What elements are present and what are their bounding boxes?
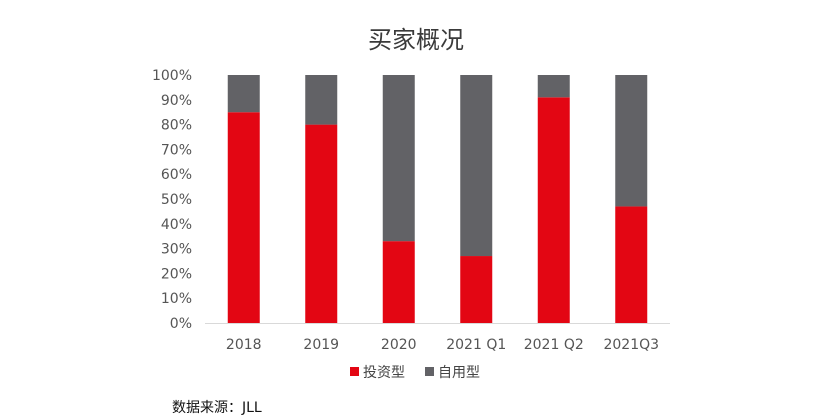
y-tick-label: 10% xyxy=(161,291,192,307)
bars xyxy=(227,75,648,323)
y-tick-label: 50% xyxy=(161,192,192,208)
y-tick-label: 40% xyxy=(161,217,192,233)
bar-investment-3 xyxy=(460,256,493,323)
legend-label-investment: 投资型 xyxy=(363,365,405,381)
legend-swatch-investment xyxy=(350,367,359,376)
legend-label-owner: 自用型 xyxy=(438,365,480,381)
x-category-label: 2021Q3 xyxy=(603,337,659,353)
bar-owner-4 xyxy=(537,75,570,98)
y-tick-label: 90% xyxy=(161,93,192,109)
bar-investment-2 xyxy=(382,241,415,323)
bar-owner-5 xyxy=(615,75,648,207)
bar-owner-1 xyxy=(305,75,338,125)
bar-investment-0 xyxy=(227,112,260,323)
x-axis-labels: 2018 2019 2020 2021 Q1 2021 Q2 2021Q3 xyxy=(226,337,659,353)
x-category-label: 2019 xyxy=(303,337,339,353)
bar-owner-2 xyxy=(382,75,415,242)
x-category-label: 2020 xyxy=(381,337,417,353)
y-tick-label: 30% xyxy=(161,242,192,258)
y-tick-label: 20% xyxy=(161,266,192,282)
x-category-label: 2018 xyxy=(226,337,262,353)
y-tick-label: 70% xyxy=(161,142,192,158)
bar-investment-1 xyxy=(305,124,338,323)
x-category-label: 2021 Q2 xyxy=(524,337,584,353)
y-tick-label: 80% xyxy=(161,118,192,134)
bar-investment-4 xyxy=(537,97,570,323)
legend: 投资型 自用型 xyxy=(350,365,480,381)
legend-swatch-owner xyxy=(425,367,434,376)
bar-investment-5 xyxy=(615,206,648,323)
chart-title: 买家概况 xyxy=(368,26,464,54)
x-category-label: 2021 Q1 xyxy=(446,337,506,353)
y-tick-label: 100% xyxy=(152,68,192,84)
y-tick-label: 0% xyxy=(170,316,192,332)
bar-owner-0 xyxy=(227,75,260,113)
source-note: 数据来源：JLL xyxy=(172,400,262,416)
y-tick-label: 60% xyxy=(161,167,192,183)
y-axis-labels: 0% 10% 20% 30% 40% 50% 60% 70% 80% 90% 100% xyxy=(152,68,192,332)
bar-owner-3 xyxy=(460,75,493,257)
